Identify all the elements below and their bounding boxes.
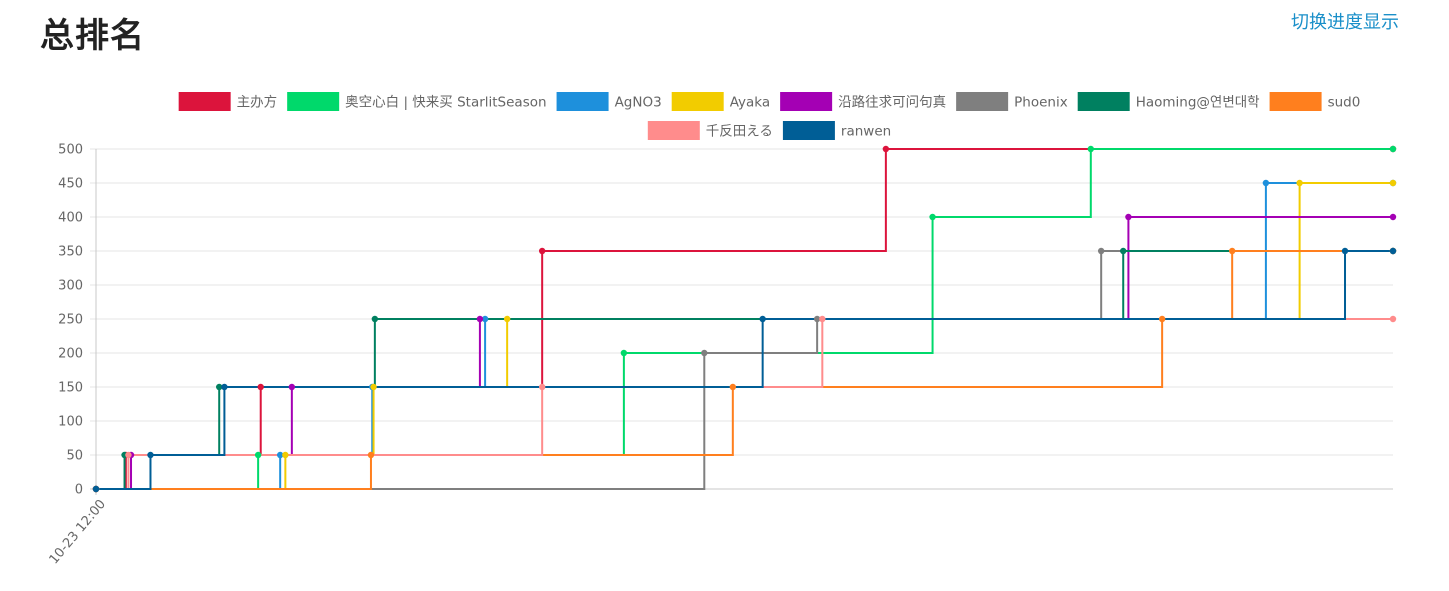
legend-item-2[interactable]: AgNO3 <box>556 92 662 111</box>
y-tick-label: 500 <box>58 143 83 158</box>
legend-label: 奥空心白 | 快来买 StarlitSeason <box>345 94 546 111</box>
data-point-0-2[interactable] <box>257 383 264 391</box>
legend-item-5[interactable]: Phoenix <box>956 92 1068 111</box>
legend-item-4[interactable]: 沿路往求可问句真 <box>780 92 946 111</box>
data-point-9-1[interactable] <box>147 451 154 459</box>
data-point-5-1[interactable] <box>701 349 708 357</box>
legend-label: 主办方 <box>237 95 278 111</box>
series-points <box>92 145 1397 493</box>
legend-item-0[interactable]: 主办方 <box>178 92 278 111</box>
data-point-3-1[interactable] <box>282 451 289 459</box>
legend-label: 千反田える <box>706 124 773 140</box>
data-point-4-3[interactable] <box>476 315 484 323</box>
legend-swatch <box>956 92 1009 111</box>
legend-item-6[interactable]: Haoming@연변대학 <box>1077 92 1260 111</box>
series-line-8 <box>96 318 1393 490</box>
y-tick-label: 300 <box>58 279 83 294</box>
data-point-3-5[interactable] <box>1389 179 1397 187</box>
y-tick-label: 0 <box>75 483 83 498</box>
legend-item-8[interactable]: 千反田える <box>647 121 773 140</box>
data-point-0-4[interactable] <box>882 145 890 153</box>
legend-swatch <box>178 92 231 111</box>
legend-item-3[interactable]: Ayaka <box>671 92 770 111</box>
y-tick-label: 250 <box>58 313 83 328</box>
legend: 主办方 奥空心白 | 快来买 StarlitSeason AgNO3 Ayaka 沿路往… <box>178 92 1361 140</box>
data-point-8-4[interactable] <box>1389 315 1397 323</box>
data-point-3-2[interactable] <box>370 383 377 391</box>
legend-swatch <box>780 92 833 111</box>
data-point-8-2[interactable] <box>538 383 546 391</box>
data-point-3-4[interactable] <box>1296 179 1303 187</box>
y-tick-label: 400 <box>58 211 83 226</box>
data-point-6-4[interactable] <box>1120 247 1127 255</box>
x-axis: 10-23 12:00 <box>47 489 110 567</box>
data-point-1-2[interactable] <box>620 349 628 357</box>
data-point-1-3[interactable] <box>929 213 936 221</box>
data-point-5-2[interactable] <box>813 315 821 323</box>
page-title: 总排名 <box>40 16 145 56</box>
data-point-0-3[interactable] <box>538 247 546 255</box>
data-point-2-4[interactable] <box>1262 179 1270 187</box>
data-point-9-0[interactable] <box>92 485 100 493</box>
legend-label: AgNO3 <box>615 95 662 111</box>
data-point-3-3[interactable] <box>503 315 511 323</box>
legend-swatch <box>647 121 700 140</box>
y-tick-label: 450 <box>58 177 83 192</box>
y-tick-label: 350 <box>58 245 83 260</box>
legend-item-1[interactable]: 奥空心白 | 快来买 StarlitSeason <box>287 92 547 111</box>
y-tick-label: 100 <box>58 415 83 430</box>
x-tick-label: 10-23 12:00 <box>47 497 110 567</box>
data-point-5-3[interactable] <box>1097 247 1105 255</box>
data-point-7-4[interactable] <box>1228 247 1236 255</box>
legend-swatch <box>1077 92 1130 111</box>
data-point-9-3[interactable] <box>759 315 766 323</box>
data-point-7-1[interactable] <box>367 451 375 459</box>
legend-label: 沿路往求可问句真 <box>838 95 946 111</box>
legend-label: Phoenix <box>1014 95 1068 111</box>
data-point-9-4[interactable] <box>1341 247 1349 255</box>
data-point-6-2[interactable] <box>216 383 223 391</box>
y-tick-label: 150 <box>58 381 83 396</box>
data-point-8-3[interactable] <box>819 315 826 323</box>
series-lines <box>96 148 1393 490</box>
legend-swatch <box>782 121 835 140</box>
data-point-7-3[interactable] <box>1158 315 1166 323</box>
data-point-2-3[interactable] <box>481 315 489 323</box>
legend-label: ranwen <box>841 124 891 140</box>
series-line-3 <box>96 182 1393 490</box>
legend-swatch <box>1269 92 1322 111</box>
data-point-4-2[interactable] <box>288 383 296 391</box>
data-point-1-4[interactable] <box>1087 145 1094 153</box>
y-tick-label: 50 <box>66 449 83 464</box>
data-point-4-4[interactable] <box>1125 213 1132 221</box>
series-line-5 <box>96 250 1393 490</box>
series-line-9 <box>96 250 1393 490</box>
data-point-1-5[interactable] <box>1389 145 1397 153</box>
data-point-2-1[interactable] <box>276 451 284 459</box>
legend-swatch <box>556 92 609 111</box>
y-axis: 0 50 100 150 200 250 300 350 400 450 500 <box>58 143 97 498</box>
legend-label: Ayaka <box>730 95 770 111</box>
legend-item-7[interactable]: sud0 <box>1269 92 1361 111</box>
y-tick-label: 200 <box>58 347 83 362</box>
series-line-2 <box>96 182 1393 490</box>
legend-swatch <box>671 92 724 111</box>
data-point-6-3[interactable] <box>371 315 379 323</box>
data-point-7-2[interactable] <box>729 383 737 391</box>
legend-label: sud0 <box>1328 95 1361 111</box>
toggle-progress-link[interactable]: 切换进度显示 <box>1291 12 1399 33</box>
data-point-4-5[interactable] <box>1389 213 1397 221</box>
data-point-8-1[interactable] <box>125 451 132 459</box>
legend-label: Haoming@연변대학 <box>1136 95 1260 111</box>
legend-swatch <box>287 92 340 111</box>
series-line-6 <box>96 250 1393 490</box>
data-point-9-5[interactable] <box>1389 247 1397 255</box>
legend-item-9[interactable]: ranwen <box>782 121 891 140</box>
data-point-9-2[interactable] <box>221 383 228 391</box>
data-point-1-1[interactable] <box>254 451 262 459</box>
series-line-7 <box>96 250 1393 490</box>
